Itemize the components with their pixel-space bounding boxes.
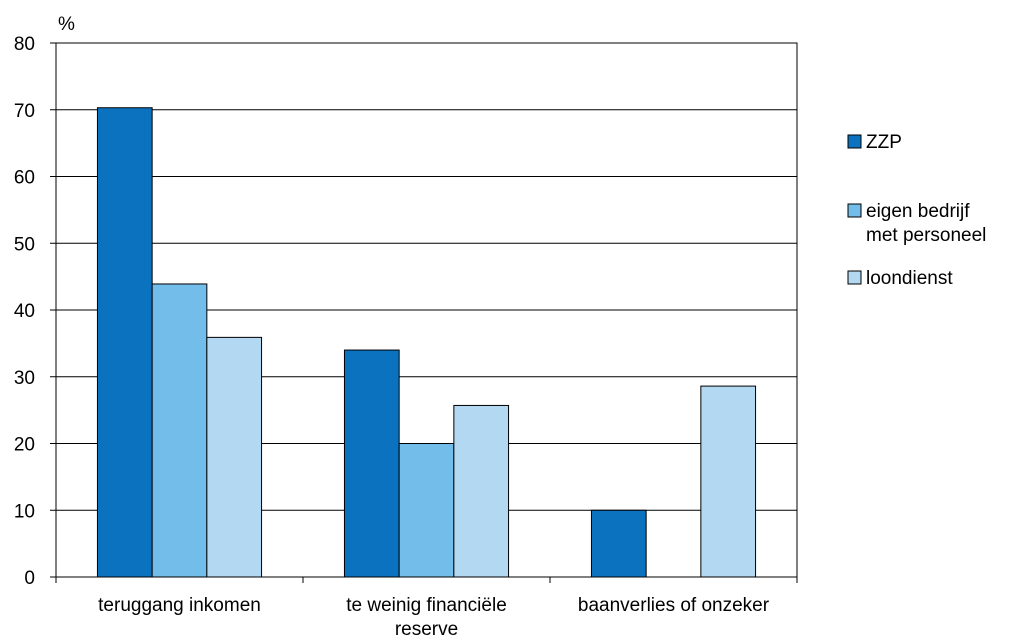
legend-swatch — [847, 270, 862, 285]
plot-frame — [55, 42, 798, 578]
y-tick-label: 40 — [14, 301, 35, 322]
bar — [700, 385, 757, 578]
y-tick-label: 0 — [24, 568, 35, 589]
bar — [151, 283, 208, 578]
legend-swatch — [847, 134, 862, 149]
bar — [590, 509, 647, 578]
legend-label: eigen bedrijf — [866, 201, 970, 222]
legend: ZZP eigen bedrijf met personeel loondienst — [847, 132, 986, 289]
y-tick-label: 50 — [14, 234, 35, 255]
bar — [96, 107, 153, 578]
bar — [206, 336, 263, 578]
y-tick-label: 70 — [14, 101, 35, 122]
bar — [453, 404, 510, 578]
x-category-labels: teruggang inkomen te weinig financiële res… — [98, 595, 770, 640]
y-tick-label: 20 — [14, 435, 35, 456]
x-category-label: te weinig financiële — [346, 595, 507, 616]
bars — [96, 107, 757, 578]
bar — [398, 443, 455, 578]
x-category-label: baanverlies of onzeker — [578, 595, 770, 616]
y-tick-label: 80 — [14, 34, 35, 55]
y-tick-label: 60 — [14, 168, 35, 189]
x-category-label: reserve — [395, 619, 458, 640]
legend-label: ZZP — [866, 132, 902, 153]
y-axis-label: % — [58, 14, 75, 35]
bar — [343, 349, 400, 578]
y-tick-labels: 0 10 20 30 40 50 60 70 80 — [14, 34, 35, 589]
y-tick-label: 10 — [14, 501, 35, 522]
legend-label: loondienst — [866, 268, 953, 289]
legend-swatch — [847, 203, 862, 218]
y-tick-label: 30 — [14, 368, 35, 389]
legend-label: met personeel — [866, 225, 986, 246]
x-category-label: teruggang inkomen — [98, 595, 261, 616]
